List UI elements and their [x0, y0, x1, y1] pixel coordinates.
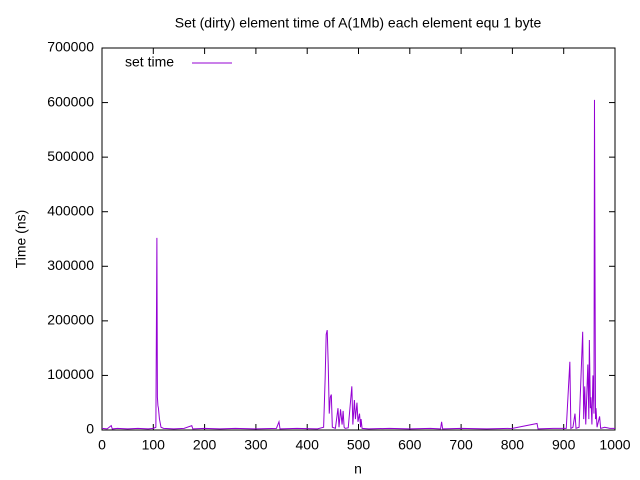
y-axis-label: Time (ns) [13, 210, 29, 269]
y-tick-label: 200000 [47, 312, 94, 328]
y-tick-label: 500000 [47, 148, 94, 164]
y-tick-label: 100000 [47, 366, 94, 382]
x-tick-label: 700 [449, 437, 473, 453]
x-tick-label: 400 [296, 437, 320, 453]
x-tick-label: 600 [398, 437, 422, 453]
x-tick-label: 100 [142, 437, 166, 453]
y-tick-label: 600000 [47, 93, 94, 109]
x-tick-label: 1000 [599, 437, 630, 453]
x-axis-label: n [354, 461, 362, 477]
data-line [101, 99, 615, 430]
x-tick-label: 800 [501, 437, 525, 453]
y-tick-label: 700000 [47, 39, 94, 55]
y-tick-label: 300000 [47, 257, 94, 273]
plot-frame [101, 47, 616, 431]
legend-label: set time [125, 54, 174, 70]
x-tick-label: 300 [244, 437, 268, 453]
chart-title: Set (dirty) element time of A(1Mb) each … [175, 15, 542, 31]
x-tick-label: 0 [98, 437, 106, 453]
x-tick-label: 900 [552, 437, 576, 453]
y-tick-label: 400000 [47, 202, 94, 218]
y-tick-label: 0 [86, 421, 94, 437]
x-tick-label: 200 [193, 437, 217, 453]
x-tick-label: 500 [347, 437, 371, 453]
